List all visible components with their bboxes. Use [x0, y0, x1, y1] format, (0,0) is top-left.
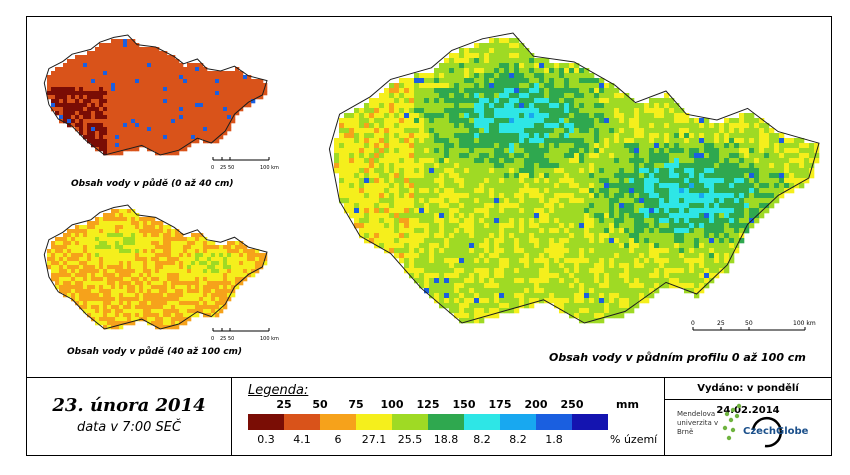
legend-threshold: 25	[276, 398, 291, 411]
scale-tick: 0	[211, 165, 214, 171]
scale-tick: 100 km	[260, 165, 279, 171]
scale-tick: 0	[691, 320, 695, 327]
legend-percent: 18.8	[434, 433, 459, 446]
legend-threshold: 125	[417, 398, 440, 411]
czechglobe-logo	[751, 416, 783, 448]
partner-logo-text: CzechGlobe	[743, 426, 809, 437]
legend-percent: 25.5	[398, 433, 423, 446]
legend-swatch	[284, 414, 320, 430]
legend-swatch	[392, 414, 428, 430]
legend-swatch	[572, 414, 608, 430]
legend-threshold: 100	[381, 398, 404, 411]
legend-percent: 27.1	[362, 433, 387, 446]
legend-unit: mm	[616, 398, 639, 411]
legend-swatch	[500, 414, 536, 430]
legend-threshold: 150	[453, 398, 476, 411]
scalebar-main: 0 25 50 100 km	[691, 320, 816, 331]
bottom-panel: 23. února 2014 data v 7:00 SEČ Legenda: …	[27, 377, 831, 456]
legend-threshold: 175	[489, 398, 512, 411]
scalebar-bottom: 0 25 50 100 km	[211, 328, 279, 342]
legend-percent: 4.1	[293, 433, 311, 446]
legend-swatch	[356, 414, 392, 430]
legend-swatch	[248, 414, 284, 430]
scale-tick: 25	[717, 320, 725, 327]
map-0-40cm	[43, 34, 268, 156]
scale-tick: 100 km	[260, 336, 279, 342]
legend-percent: 6	[335, 433, 342, 446]
map-40-100cm	[43, 204, 268, 330]
scale-tick: 100 km	[793, 320, 816, 327]
bulletin-date: 23. února 2014	[52, 395, 206, 416]
legend-threshold: 200	[525, 398, 548, 411]
scale-tick: 0	[211, 336, 214, 342]
legend-threshold: 75	[348, 398, 363, 411]
legend: Legenda: 0.3 4.1 6 27.1 25.5 18.8 8.2 8.2 1.8 25 5…	[232, 378, 665, 456]
legend-percent: 8.2	[509, 433, 527, 446]
scale-tick: 25	[220, 165, 226, 171]
scale-tick: 50	[228, 165, 234, 171]
mendel-university-logo	[722, 403, 742, 441]
info-box: Vydáno: v pondělí 24.02.2014 Mendelova u…	[665, 378, 831, 456]
legend-swatch	[536, 414, 572, 430]
logos	[722, 403, 783, 448]
scale-tick: 25	[220, 336, 226, 342]
legend-title: Legenda:	[248, 383, 309, 398]
legend-percent: 1.8	[545, 433, 563, 446]
legend-threshold: 250	[561, 398, 584, 411]
scale-tick: 50	[228, 336, 234, 342]
legend-percent: 8.2	[473, 433, 491, 446]
scalebar-top: 0 25 50 100 km	[211, 157, 279, 171]
bulletin-frame: 0 25 50 100 km 0 25 50 100 km 0 25 50 10…	[26, 16, 832, 456]
legend-percent-unit: % území	[610, 433, 658, 446]
scale-tick: 50	[745, 320, 753, 327]
legend-threshold: 50	[312, 398, 328, 411]
legend-percent: 0.3	[257, 433, 275, 446]
caption-map-40-100cm: Obsah vody v půdě (40 až 100 cm)	[67, 347, 243, 357]
legend-scale: 0.3 4.1 6 27.1 25.5 18.8 8.2 8.2 1.8 25 50 75 100 125…	[248, 398, 658, 446]
legend-swatch	[320, 414, 356, 430]
institution-name: Mendelova univerzita v Brně	[677, 410, 719, 436]
issued-date: Vydáno: v pondělí 24.02.2014	[665, 378, 831, 416]
caption-main-map: Obsah vody v půdním profilu 0 až 100 cm	[549, 351, 806, 364]
main-map-0-100cm	[328, 32, 820, 324]
data-time: data v 7:00 SEČ	[76, 420, 182, 435]
legend-swatch	[428, 414, 464, 430]
legend-swatch	[464, 414, 500, 430]
caption-map-0-40cm: Obsah vody v půdě (0 až 40 cm)	[71, 179, 234, 189]
date-box: 23. února 2014 data v 7:00 SEČ	[27, 378, 232, 456]
maps-canvas: 0 25 50 100 km 0 25 50 100 km 0 25 50 10…	[43, 32, 820, 342]
